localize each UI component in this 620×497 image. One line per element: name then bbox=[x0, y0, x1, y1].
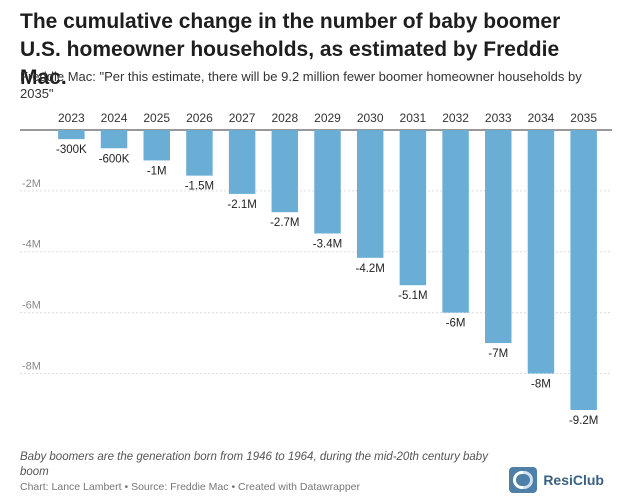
x-tick-label: 2025 bbox=[143, 111, 170, 125]
x-tick-labels: 2023 2024 2025 2026 2027 2028 2029 2030 2031 2032… bbox=[58, 111, 597, 125]
bar bbox=[186, 130, 213, 176]
resiclub-logo-icon bbox=[509, 467, 538, 493]
y-tick-label: -6M bbox=[22, 300, 41, 312]
x-tick-label: 2026 bbox=[186, 111, 213, 125]
data-label: -1M bbox=[147, 165, 167, 177]
data-label: -5.1M bbox=[398, 290, 427, 302]
data-label: -3.4M bbox=[313, 238, 342, 250]
data-label: -1.5M bbox=[185, 181, 214, 193]
data-label: -4.2M bbox=[355, 263, 384, 275]
chart-note: Baby boomers are the generation born fro… bbox=[20, 451, 488, 478]
y-tick-label: -2M bbox=[22, 178, 41, 190]
x-tick-label: 2031 bbox=[400, 111, 427, 125]
data-label: -600K bbox=[99, 153, 130, 165]
x-tick-label: 2028 bbox=[271, 111, 298, 125]
x-tick-label: 2024 bbox=[101, 111, 128, 125]
bar bbox=[399, 130, 427, 286]
bar-chart: 2023 2024 2025 2026 2027 2028 2029 2030 2031 2032… bbox=[20, 111, 612, 427]
data-label: -2.1M bbox=[227, 199, 256, 211]
x-tick-label: 2035 bbox=[570, 111, 597, 125]
bar bbox=[485, 130, 512, 344]
chart-title: The cumulative change in the number of b… bbox=[20, 10, 561, 89]
bar bbox=[143, 130, 170, 161]
data-label: -6M bbox=[446, 318, 466, 330]
y-tick-labels: -2M -4M -6M -8M bbox=[22, 178, 41, 373]
bar bbox=[228, 130, 256, 194]
y-tick-label: -4M bbox=[22, 239, 41, 251]
x-tick-label: 2030 bbox=[357, 111, 384, 125]
x-tick-label: 2027 bbox=[229, 111, 256, 125]
bar bbox=[314, 130, 341, 234]
data-label: -9.2M bbox=[569, 415, 598, 427]
data-labels: -300K -600K -1M -1.5M -2.1M -2.7M -3.4M -4.2M -5… bbox=[56, 144, 598, 427]
bar bbox=[58, 130, 85, 140]
bar bbox=[271, 130, 299, 213]
brand-logo: ResiClub bbox=[509, 466, 604, 494]
data-label: -7M bbox=[488, 348, 508, 360]
bar bbox=[570, 130, 597, 410]
data-label: -8M bbox=[531, 378, 551, 390]
bars bbox=[58, 130, 597, 410]
chart-subtitle: Freddie Mac: "Per this estimate, there w… bbox=[20, 69, 582, 101]
chart-credit: Chart: Lance Lambert • Source: Freddie M… bbox=[20, 481, 361, 493]
x-tick-label: 2034 bbox=[528, 111, 555, 125]
bar bbox=[100, 130, 128, 149]
x-tick-label: 2029 bbox=[314, 111, 341, 125]
x-tick-label: 2032 bbox=[442, 111, 469, 125]
bar bbox=[356, 130, 384, 258]
bar bbox=[442, 130, 469, 313]
y-tick-label: -8M bbox=[22, 360, 41, 372]
bar bbox=[527, 130, 555, 374]
data-label: -2.7M bbox=[270, 217, 299, 229]
x-tick-label: 2023 bbox=[58, 111, 85, 125]
x-tick-label: 2033 bbox=[485, 111, 512, 125]
brand-name: ResiClub bbox=[543, 472, 604, 488]
data-label: -300K bbox=[56, 144, 87, 156]
